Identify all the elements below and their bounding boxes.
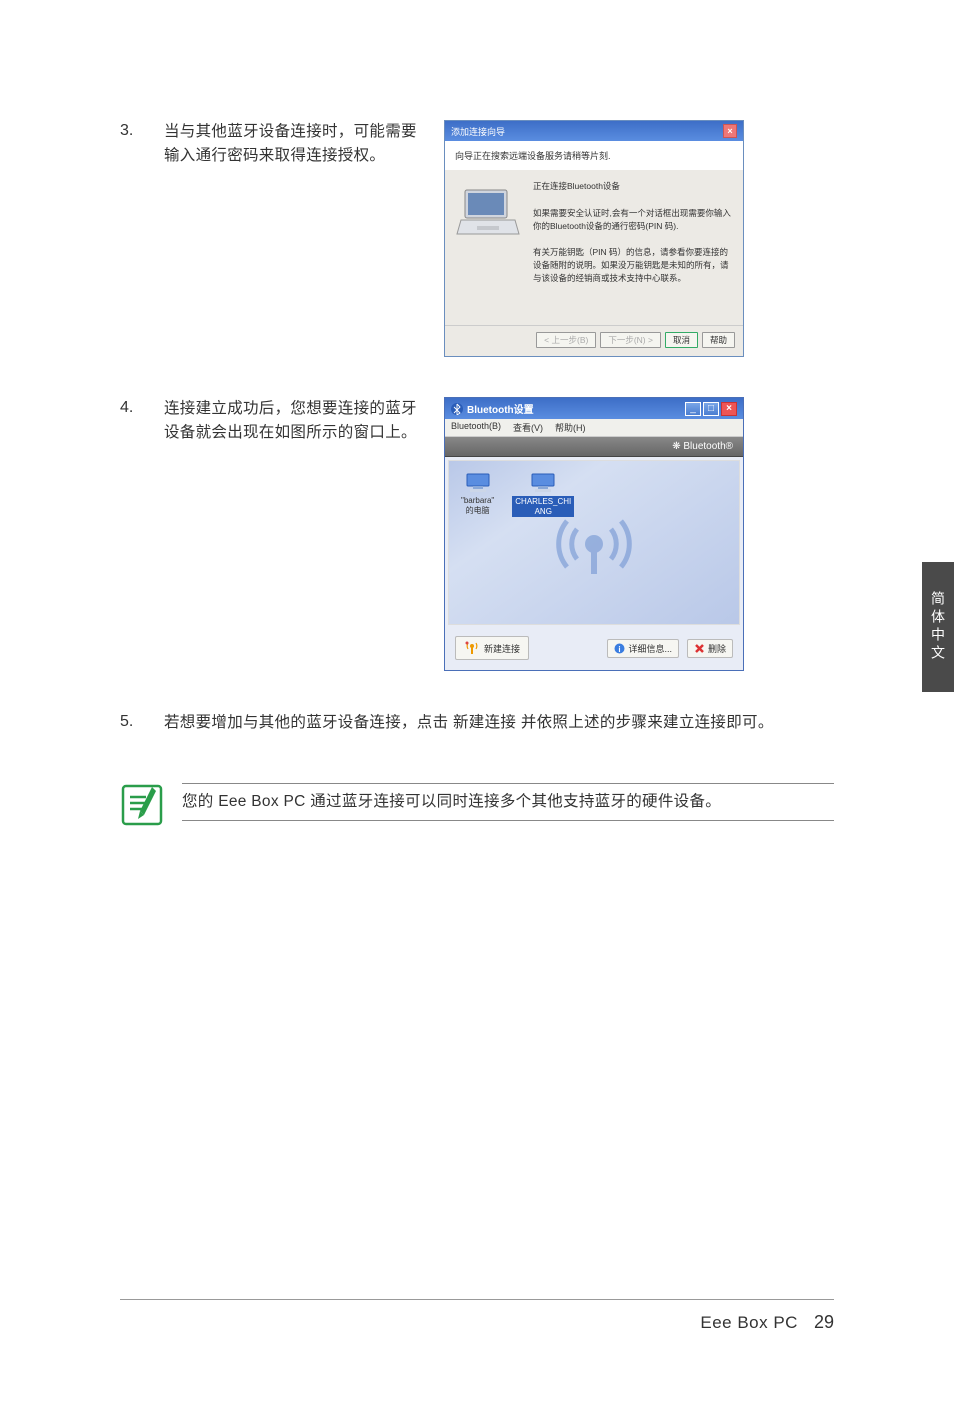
minimize-icon[interactable]: _	[685, 402, 701, 416]
wizard-buttons: < 上一步(B) 下一步(N) > 取消 帮助	[445, 325, 743, 356]
bt-menubar: Bluetooth(B) 查看(V) 帮助(H)	[445, 419, 743, 437]
bt-logo-text: Bluetooth®	[683, 441, 733, 452]
next-button[interactable]: 下一步(N) >	[600, 332, 661, 348]
footer-title: Eee Box PC	[700, 1313, 798, 1333]
delete-icon	[694, 643, 705, 654]
wizard-subtitle: 向导正在搜索远端设备服务请稍等片刻.	[445, 141, 743, 170]
step-text: 当与其他蓝牙设备连接时，可能需要输入通行密码来取得连接授权。	[164, 120, 424, 168]
antenna-icon	[464, 640, 480, 656]
cancel-button[interactable]: 取消	[665, 332, 698, 348]
detail-label: 详细信息...	[628, 642, 672, 655]
step-text: 连接建立成功后，您想要连接的蓝牙设备就会出现在如图所示的窗口上。	[164, 397, 424, 445]
step-text: 若想要增加与其他的蓝牙设备连接，点击 新建连接 并依照上述的步骤来建立连接即可。	[164, 711, 834, 735]
wizard-dialog: 添加连接向导 × 向导正在搜索远端设备服务请稍等片刻. 正在连接Bluetoot…	[444, 120, 744, 357]
bluetooth-window: Bluetooth设置 _ □ × Bluetooth(B) 查看(V) 帮助(…	[444, 397, 744, 671]
page-number: 29	[814, 1312, 834, 1333]
new-connection-label: 新建连接	[484, 642, 520, 655]
new-connection-button[interactable]: 新建连接	[455, 636, 529, 660]
menu-bluetooth[interactable]: Bluetooth(B)	[451, 421, 501, 434]
close-icon[interactable]: ×	[721, 402, 737, 416]
info-icon: i	[614, 643, 625, 654]
back-button[interactable]: < 上一步(B)	[536, 332, 596, 348]
wizard-msg: 正在连接Bluetooth设备	[533, 180, 735, 193]
device-area: "barbara"的电脑 CHARLES_CHIANG	[448, 460, 740, 625]
detail-button[interactable]: i 详细信息...	[607, 639, 679, 658]
language-label: 简体中文	[928, 591, 948, 663]
step-3: 3. 当与其他蓝牙设备连接时，可能需要输入通行密码来取得连接授权。 添加连接向导…	[120, 120, 834, 357]
page-footer: Eee Box PC 29	[120, 1299, 834, 1333]
wizard-msg: 有关万能钥匙（PIN 码）的信息，请参看你要连接的设备随附的说明。如果没万能钥匙…	[533, 246, 735, 284]
window-controls: _ □ ×	[685, 402, 737, 416]
device-item[interactable]: "barbara"的电脑	[461, 473, 494, 517]
note-text: 您的 Eee Box PC 通过蓝牙连接可以同时连接多个其他支持蓝牙的硬件设备。	[182, 783, 834, 821]
menu-help[interactable]: 帮助(H)	[555, 421, 586, 434]
bt-bottom-bar: 新建连接 i 详细信息... 删除	[445, 628, 743, 670]
device-item-selected[interactable]: CHARLES_CHIANG	[512, 473, 574, 517]
close-icon[interactable]: ×	[723, 124, 737, 138]
svg-text:i: i	[619, 645, 621, 654]
bt-logo-bar: ❋ Bluetooth®	[445, 437, 743, 457]
help-button[interactable]: 帮助	[702, 332, 735, 348]
step-number: 4.	[120, 397, 144, 417]
language-tab: 简体中文	[922, 562, 954, 692]
device-label: "barbara"的电脑	[461, 496, 494, 515]
step-5: 5. 若想要增加与其他的蓝牙设备连接，点击 新建连接 并依照上述的步骤来建立连接…	[120, 711, 834, 735]
device-label: CHARLES_CHIANG	[512, 496, 574, 517]
menu-view[interactable]: 查看(V)	[513, 421, 543, 434]
wizard-body: 正在连接Bluetooth设备 如果需要安全认证时,会有一个对话框出现需要你输入…	[445, 170, 743, 325]
computer-icon	[465, 473, 491, 493]
computer-icon	[530, 473, 556, 493]
bt-title: Bluetooth设置	[467, 401, 534, 416]
bt-titlebar: Bluetooth设置 _ □ ×	[445, 398, 743, 419]
note-block: 您的 Eee Box PC 通过蓝牙连接可以同时连接多个其他支持蓝牙的硬件设备。	[120, 783, 834, 827]
note-icon	[120, 783, 164, 827]
wizard-title: 添加连接向导	[451, 125, 505, 138]
step-number: 5.	[120, 711, 144, 731]
step-4: 4. 连接建立成功后，您想要连接的蓝牙设备就会出现在如图所示的窗口上。 Blue…	[120, 397, 834, 671]
maximize-icon[interactable]: □	[703, 402, 719, 416]
laptop-icon	[453, 186, 523, 241]
wizard-titlebar: 添加连接向导 ×	[445, 121, 743, 141]
delete-button[interactable]: 删除	[687, 639, 733, 658]
step-number: 3.	[120, 120, 144, 140]
wizard-messages: 正在连接Bluetooth设备 如果需要安全认证时,会有一个对话框出现需要你输入…	[533, 180, 735, 313]
delete-label: 删除	[708, 642, 726, 655]
bluetooth-icon	[451, 403, 463, 415]
wizard-msg: 如果需要安全认证时,会有一个对话框出现需要你输入你的Bluetooth设备的通行…	[533, 207, 735, 233]
